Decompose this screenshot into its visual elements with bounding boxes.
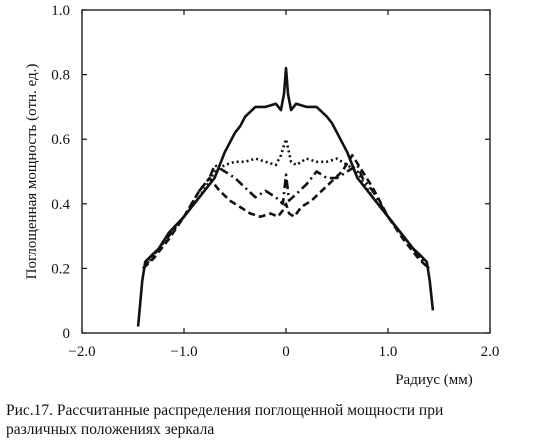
- caption-line-1: Рис.17. Рассчитанные распределения погло…: [6, 402, 444, 419]
- series-line-dash-dot: [142, 163, 430, 270]
- y-tick-label: 0: [63, 326, 71, 342]
- y-tick-label: 0.4: [51, 197, 70, 213]
- series-line-solid: [136, 66, 435, 327]
- x-tick-label: 2.0: [481, 344, 500, 360]
- figure-caption: Рис.17. Рассчитанные распределения погло…: [6, 401, 554, 439]
- chart: −2.0 −1.0 0 1.0 2.0 0 0.2 0.4 0.6 0.8 1.0 Радиус (…: [24, 3, 499, 388]
- x-tick-label: −1.0: [170, 344, 197, 360]
- x-tick-label: 0: [282, 344, 290, 360]
- series-line-dashed: [142, 154, 430, 270]
- y-tick-label: 0.2: [51, 261, 70, 277]
- series-layer: [136, 66, 435, 327]
- caption-line-2: различных положениях зеркала: [6, 421, 215, 438]
- y-tick-label: 0.6: [51, 132, 70, 148]
- y-axis-label: Поглощенная мощность (отн. ед.): [24, 64, 40, 280]
- y-tick-label: 1.0: [51, 3, 70, 19]
- x-tick-label: 1.0: [379, 344, 398, 360]
- x-axis-label: Радиус (мм): [395, 372, 473, 388]
- x-tick-label: −2.0: [68, 344, 95, 360]
- axis-ticks: −2.0 −1.0 0 1.0 2.0 0 0.2 0.4 0.6 0.8 1.0: [51, 3, 499, 360]
- y-tick-label: 0.8: [51, 68, 70, 84]
